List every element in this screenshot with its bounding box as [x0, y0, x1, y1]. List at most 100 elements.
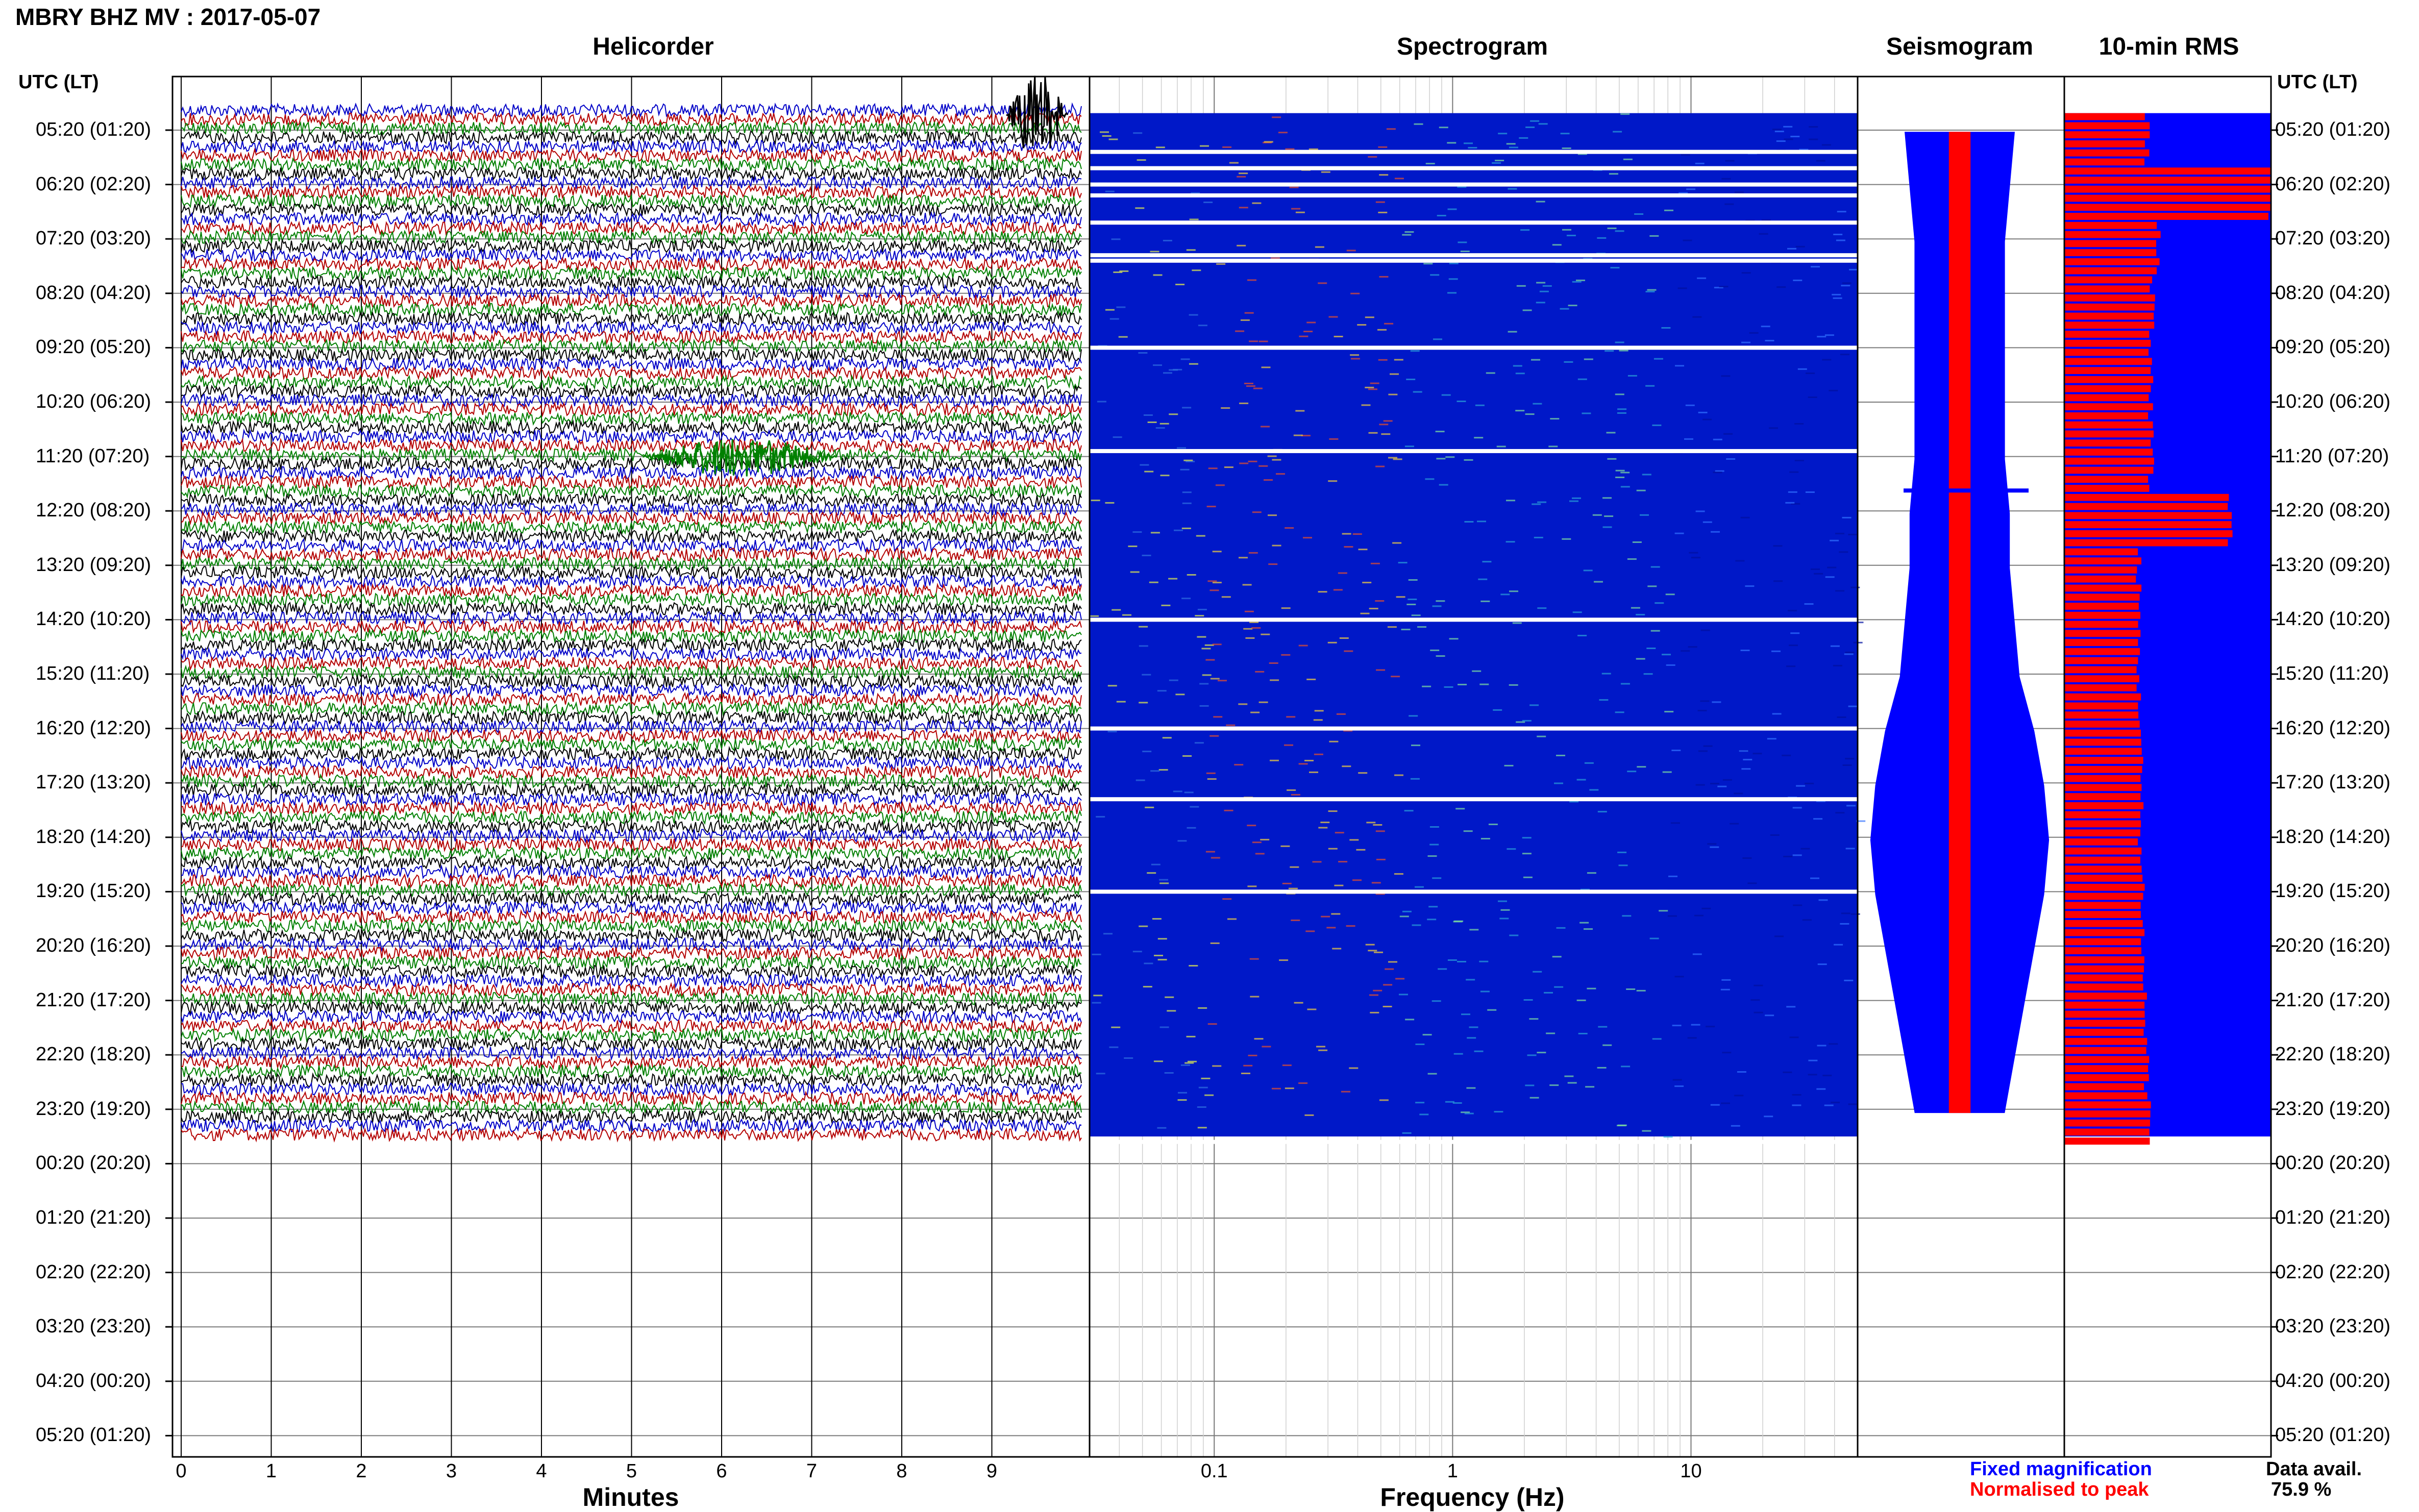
spectrogram-speckle	[1809, 138, 1818, 140]
time-label-right: 07:20 (03:20)	[2275, 228, 2391, 250]
spectrogram-speckle	[1626, 988, 1636, 990]
spectrogram-speckle	[1227, 918, 1237, 920]
spectrogram-speckle	[1537, 735, 1546, 737]
helicorder-trace	[181, 1100, 1082, 1116]
spectrogram-speckle	[1677, 287, 1687, 289]
spectrogram-speckle	[1329, 740, 1339, 742]
spectrogram-speckle	[1602, 497, 1612, 499]
rms-bar	[2064, 466, 2154, 474]
spectrogram-speckle	[1469, 929, 1479, 931]
spectrogram-speckle	[1507, 848, 1516, 850]
spectrogram-speckle	[1833, 664, 1842, 666]
spectrogram-speckle	[1197, 609, 1207, 610]
helicorder-trace	[181, 963, 1082, 980]
spectrogram-speckle	[1522, 853, 1532, 855]
spectrogram-speckle	[1247, 825, 1256, 827]
spectrogram-speckle	[1248, 552, 1258, 554]
spectrogram-speckle	[1301, 435, 1311, 437]
helicorder-trace	[181, 528, 1082, 544]
rms-bar	[2064, 784, 2142, 791]
helicorder-trace	[181, 764, 1082, 780]
spectrogram-speckle	[1204, 644, 1214, 646]
panel-frame	[2063, 76, 2272, 1458]
spectrogram-speckle	[1385, 968, 1394, 970]
spectrogram-speckle	[1365, 386, 1374, 388]
rms-bar	[2064, 149, 2150, 157]
spectrogram-speckle	[1542, 285, 1552, 287]
spectrogram-speckle	[1388, 457, 1397, 459]
spectrogram-speckle	[1182, 502, 1192, 504]
spectrogram-speckle	[1602, 1044, 1612, 1046]
time-label-right: 22:20 (18:20)	[2275, 1044, 2391, 1065]
spectrogram-speckle	[1689, 552, 1698, 554]
spectrogram-speckle	[1783, 1071, 1792, 1073]
spectrogram-speckle	[1338, 861, 1348, 863]
spectrogram-speckle	[1458, 241, 1467, 243]
spectrogram-speckle	[1567, 1082, 1577, 1084]
spectrogram-speckle	[1620, 683, 1630, 685]
time-label-right: 01:20 (21:20)	[2275, 1207, 2391, 1228]
spectrogram-speckle	[1362, 582, 1372, 584]
spectrogram-speckle	[1414, 123, 1423, 125]
spectrogram-speckle	[1206, 506, 1216, 508]
spectrogram-speckle	[1464, 142, 1473, 144]
frequency-tick-label: 10	[1680, 1460, 1702, 1482]
spectrogram-speckle	[1159, 1026, 1169, 1028]
spectrogram-speckle	[1615, 711, 1624, 713]
spectrogram-speckle	[1286, 716, 1296, 718]
spectrogram-speckle	[1143, 414, 1153, 416]
spectrogram-speckle	[1786, 1006, 1796, 1008]
time-label-left: 13:20 (09:20)	[36, 554, 152, 576]
spectrogram-speckle	[1848, 1103, 1858, 1105]
spectrogram-speckle	[1378, 146, 1388, 148]
spectrogram-speckle	[1636, 989, 1646, 992]
spectrogram-speckle	[1212, 643, 1222, 646]
spectrogram-speckle	[1734, 1095, 1744, 1097]
spectrogram-speckle	[1113, 271, 1123, 273]
spectrogram-speckle	[1415, 1102, 1425, 1104]
spectrogram-gap	[1090, 253, 1858, 258]
spectrogram-speckle	[1814, 573, 1823, 575]
helicorder-trace	[181, 383, 1082, 400]
rms-bar	[2064, 449, 2153, 456]
spectrogram-speckle	[1103, 933, 1113, 935]
spectrogram-speckle	[1784, 138, 1793, 140]
spectrogram-speckle	[1710, 783, 1719, 785]
spectrogram-speckle	[1247, 279, 1256, 281]
spectrogram-speckle	[1759, 233, 1768, 235]
spectrogram-speckle	[1554, 986, 1564, 988]
spectrogram-speckle	[1454, 920, 1464, 922]
rms-bar	[2064, 1137, 2150, 1145]
spectrogram-speckle	[1789, 645, 1798, 647]
spectrogram-speckle	[1222, 898, 1232, 900]
rms-bar	[2064, 1110, 2151, 1118]
spectrogram-gap	[1090, 617, 1858, 622]
spectrogram-speckle	[1615, 469, 1625, 472]
spectrogram-speckle	[1381, 433, 1391, 435]
helicorder-trace	[181, 936, 1082, 952]
rms-bar	[2064, 748, 2142, 755]
spectrogram-speckle	[1229, 162, 1239, 164]
spectrogram-speckle	[1226, 724, 1236, 726]
spectrogram-speckle	[1111, 1026, 1121, 1028]
rms-bar	[2064, 331, 2150, 338]
spectrogram-speckle	[1369, 994, 1378, 996]
spectrogram-speckle	[1157, 690, 1167, 692]
spectrogram-speckle	[1253, 387, 1263, 389]
spectrogram-speckle	[1399, 915, 1409, 918]
spectrogram-speckle	[1404, 810, 1414, 812]
spectrogram-speckle	[1270, 257, 1280, 259]
rms-bar	[2064, 765, 2142, 773]
spectrogram-speckle	[1835, 590, 1845, 592]
spectrogram-speckle	[1577, 635, 1587, 636]
time-label-left: 05:20 (01:20)	[36, 1424, 152, 1446]
helicorder-trace	[181, 102, 1082, 118]
spectrogram-speckle	[1799, 148, 1809, 151]
spectrogram-speckle	[1249, 958, 1259, 960]
legend-fixed-magnification: Fixed magnification	[1970, 1458, 2152, 1480]
helicorder-trace	[181, 637, 1082, 653]
spectrogram-speckle	[1569, 801, 1579, 803]
helicorder-trace	[181, 673, 1082, 689]
rms-bar	[2064, 603, 2139, 610]
spectrogram-speckle	[1546, 1032, 1556, 1034]
